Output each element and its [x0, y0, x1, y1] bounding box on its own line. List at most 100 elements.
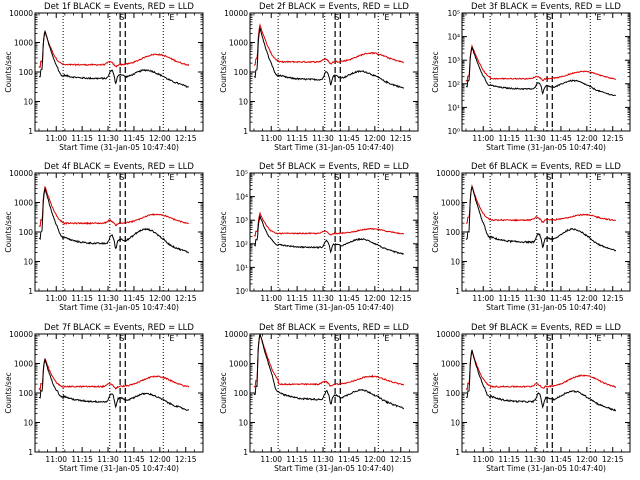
- x-axis-label: Start Time (31-Jan-05 10:47:40): [274, 303, 394, 312]
- x-tick-label: 11:15: [286, 134, 308, 143]
- x-tick-label: 11:45: [338, 455, 360, 464]
- x-tick-label: 11:45: [550, 134, 572, 143]
- x-tick-label: 11:30: [97, 294, 119, 303]
- y-axis-label: Counts/sec: [431, 211, 440, 252]
- y-axis-label: Counts/sec: [219, 372, 228, 413]
- y-tick-label: 10⁵: [235, 169, 248, 178]
- y-tick-label: 10³: [235, 216, 248, 225]
- x-tick-label: 11:00: [260, 294, 282, 303]
- y-tick-label: 100: [19, 389, 34, 398]
- x-tick-label: 11:30: [524, 294, 546, 303]
- y-tick-label: 10⁰: [447, 127, 460, 136]
- x-tick-label: 11:45: [338, 294, 360, 303]
- x-tick-label: 12:15: [175, 455, 197, 464]
- y-axis-label: Counts/sec: [4, 211, 13, 252]
- marker-label-e: E: [596, 173, 601, 182]
- lld-series-line: [465, 349, 617, 392]
- y-tick-label: 10²: [235, 240, 248, 249]
- y-tick-label: 10³: [447, 56, 460, 65]
- y-tick-label: 10⁵: [447, 9, 460, 18]
- y-tick-label: 10²: [447, 80, 460, 89]
- events-series-line: [38, 187, 190, 254]
- y-tick-label: 1000: [441, 199, 460, 208]
- panel-det-7: Det 7f BLACK = Events, RED = LLD 1 10 100 10…: [4, 323, 204, 473]
- y-tick-label: 1000: [14, 199, 33, 208]
- x-tick-label: 11:45: [123, 455, 145, 464]
- lld-series-line: [254, 23, 404, 66]
- plot-frame: [249, 12, 419, 132]
- plot-frame: [249, 333, 419, 453]
- lld-series-line: [253, 211, 405, 237]
- x-tick-label: 12:00: [149, 294, 171, 303]
- x-axis-label: Start Time (31-Jan-05 10:47:40): [59, 143, 179, 152]
- marker-label-e: E: [169, 334, 174, 343]
- y-tick-label: 10: [238, 419, 248, 428]
- x-axis-label: Start Time (31-Jan-05 10:47:40): [59, 464, 179, 473]
- x-tick-label: 11:45: [338, 134, 360, 143]
- x-axis-label: Start Time (31-Jan-05 10:47:40): [486, 143, 606, 152]
- y-tick-label: 100: [234, 68, 249, 77]
- y-tick-label: 10000: [436, 169, 460, 178]
- x-tick-label: 11:15: [286, 294, 308, 303]
- x-axis-label: Start Time (31-Jan-05 10:47:40): [59, 303, 179, 312]
- marker-label-e: E: [596, 334, 601, 343]
- marker-label-s: S: [546, 13, 551, 22]
- x-tick-label: 11:00: [45, 455, 67, 464]
- marker-label-s: S: [119, 173, 124, 182]
- marker-label-s: S: [334, 334, 339, 343]
- y-tick-label: 10000: [224, 330, 248, 339]
- y-tick-label: 100: [19, 68, 34, 77]
- x-tick-label: 11:45: [550, 294, 572, 303]
- y-tick-label: 1: [243, 448, 248, 457]
- x-tick-label: 11:00: [472, 294, 494, 303]
- x-tick-label: 11:45: [550, 455, 572, 464]
- y-tick-label: 10: [23, 98, 33, 107]
- lld-series-line: [465, 184, 617, 224]
- panel-title: Det 5f BLACK = Events, RED = LLD: [259, 162, 409, 172]
- x-tick-label: 12:00: [364, 134, 386, 143]
- x-tick-label: 12:15: [390, 455, 412, 464]
- y-tick-label: 10: [23, 258, 33, 267]
- lld-series-line: [465, 44, 617, 82]
- x-tick-label: 11:30: [312, 455, 334, 464]
- x-tick-label: 11:15: [498, 294, 520, 303]
- y-tick-label: 10: [450, 258, 460, 267]
- y-tick-label: 1000: [229, 360, 248, 369]
- y-axis-label: Counts/sec: [219, 51, 228, 92]
- y-axis-label: Counts/sec: [431, 51, 440, 92]
- plot-frame: [34, 172, 204, 292]
- x-tick-label: 11:30: [524, 455, 546, 464]
- x-tick-label: 11:15: [498, 134, 520, 143]
- y-tick-label: 10¹: [447, 103, 460, 112]
- x-tick-label: 11:30: [524, 134, 546, 143]
- x-tick-label: 12:00: [149, 455, 171, 464]
- y-tick-label: 10000: [9, 9, 33, 18]
- plot-frame: [34, 333, 204, 453]
- panel-title: Det 1f BLACK = Events, RED = LLD: [44, 2, 194, 12]
- panel-det-3: Det 3f BLACK = Events, RED = LLD 10⁰ 10¹ 10…: [431, 2, 631, 152]
- lld-series-line: [38, 30, 190, 68]
- panel-det-2: Det 2f BLACK = Events, RED = LLD 1 10 100 10…: [219, 2, 419, 152]
- x-tick-label: 11:15: [498, 455, 520, 464]
- y-axis-label: Counts/sec: [4, 372, 13, 413]
- events-series-line: [39, 30, 190, 88]
- events-series-line: [465, 46, 617, 97]
- x-tick-label: 12:15: [175, 134, 197, 143]
- panel-title: Det 9f BLACK = Events, RED = LLD: [471, 323, 621, 333]
- panel-det-1: Det 1f BLACK = Events, RED = LLD 1 10 100 10…: [4, 2, 204, 152]
- events-series-line: [465, 185, 617, 252]
- x-tick-label: 11:00: [45, 294, 67, 303]
- y-axis-label: Counts/sec: [431, 372, 440, 413]
- x-tick-label: 11:30: [312, 294, 334, 303]
- plot-frame: [249, 172, 419, 292]
- marker-label-s: S: [119, 13, 124, 22]
- plot-frame: [461, 172, 631, 292]
- y-tick-label: 10⁴: [235, 193, 248, 202]
- marker-label-s: S: [546, 334, 551, 343]
- y-tick-label: 100: [234, 389, 249, 398]
- panel-title: Det 3f BLACK = Events, RED = LLD: [471, 2, 621, 12]
- x-axis-label: Start Time (31-Jan-05 10:47:40): [486, 464, 606, 473]
- marker-label-s: S: [119, 334, 124, 343]
- y-axis-label: Counts/sec: [4, 51, 13, 92]
